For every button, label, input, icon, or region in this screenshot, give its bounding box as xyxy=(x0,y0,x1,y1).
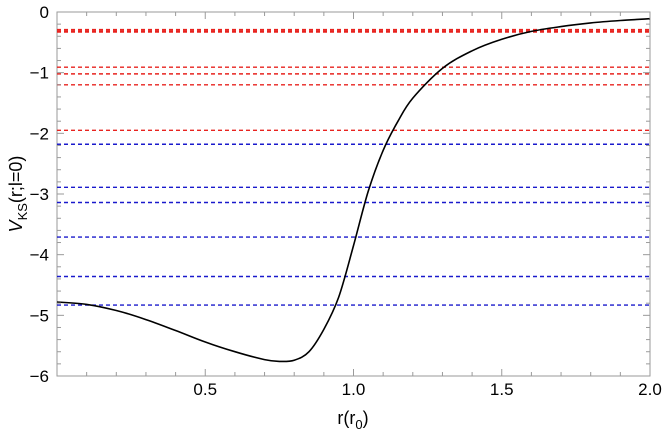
y-tick-label: −2 xyxy=(30,124,49,143)
potential-curve-group xyxy=(56,17,651,363)
y-tick-label: −1 xyxy=(30,64,49,83)
y-tick-label: 0 xyxy=(40,3,49,22)
y-tick-label: −6 xyxy=(30,367,49,386)
x-tick-label: 1.5 xyxy=(490,380,514,399)
y-tick-label: −4 xyxy=(30,246,49,265)
energy-levels xyxy=(57,28,650,306)
x-axis-ticks: 0.5 1.0 1.5 2.0 xyxy=(86,12,662,399)
y-tick-label: −5 xyxy=(30,306,49,325)
x-tick-label: 2.0 xyxy=(638,380,662,399)
x-tick-label: 0.5 xyxy=(193,380,217,399)
x-tick-label: 1.0 xyxy=(342,380,366,399)
x-axis-title: r(r0) xyxy=(337,408,368,432)
y-axis-ticks: 0 −1 −2 −3 −4 −5 −6 xyxy=(30,3,650,386)
potential-curve xyxy=(56,17,651,363)
y-axis-title: VKS(r;l=0) xyxy=(6,156,30,233)
y-tick-label: −3 xyxy=(30,185,49,204)
